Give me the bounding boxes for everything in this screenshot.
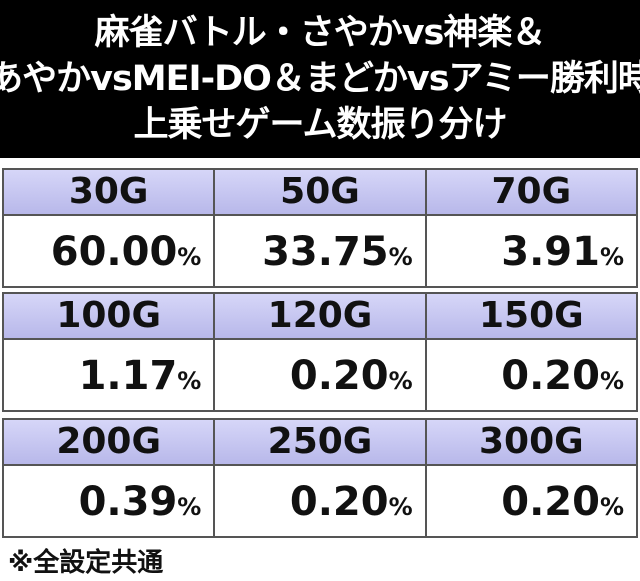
value-cell: 0.20% xyxy=(501,353,624,399)
table-block: 100G 120G 150G 1.17% 0.20% 0.20% xyxy=(2,292,638,412)
header-row: 30G 50G 70G xyxy=(4,170,636,214)
title-line: 上乗せゲーム数振り分け xyxy=(133,105,508,145)
value-cell: 0.20% xyxy=(501,479,624,525)
title-line: あやかvsMEI-DO＆まどかvsアミー勝利時 xyxy=(0,59,640,99)
value-cell: 60.00% xyxy=(4,216,216,286)
header-cell: 100G xyxy=(4,294,216,338)
header-row: 100G 120G 150G xyxy=(4,294,636,338)
value-cell: 0.20% xyxy=(215,340,427,410)
header-cell: 200G xyxy=(4,420,216,464)
header-cell: 150G xyxy=(426,294,636,338)
table-block: 200G 250G 300G 0.39% 0.20% 0.20% xyxy=(2,418,638,538)
value-cell: 1.17% xyxy=(4,340,216,410)
value-row: 0.39% 0.20% 0.20% xyxy=(4,464,636,536)
header-cell: 300G xyxy=(426,420,636,464)
header-cell: 120G xyxy=(215,294,427,338)
value-cell: 3.91% xyxy=(501,229,624,275)
value-row: 60.00% 33.75% 3.91% xyxy=(4,214,636,286)
value-cell: 0.39% xyxy=(4,466,216,536)
header-cell: 30G xyxy=(4,170,216,214)
header-cell: 250G xyxy=(215,420,427,464)
header-row: 200G 250G 300G xyxy=(4,420,636,464)
value-cell: 0.20% xyxy=(215,466,427,536)
title-bar: 麻雀バトル・さやかvs神楽＆ あやかvsMEI-DO＆まどかvsアミー勝利時 上… xyxy=(0,0,640,158)
value-row: 1.17% 0.20% 0.20% xyxy=(4,338,636,410)
footnote: ※全設定共通 xyxy=(8,548,164,578)
table-block: 30G 50G 70G 60.00% 33.75% 3.91% xyxy=(2,168,638,288)
value-cell: 33.75% xyxy=(215,216,427,286)
header-cell: 70G xyxy=(426,170,636,214)
title-line: 麻雀バトル・さやかvs神楽＆ xyxy=(94,13,547,53)
header-cell: 50G xyxy=(215,170,427,214)
